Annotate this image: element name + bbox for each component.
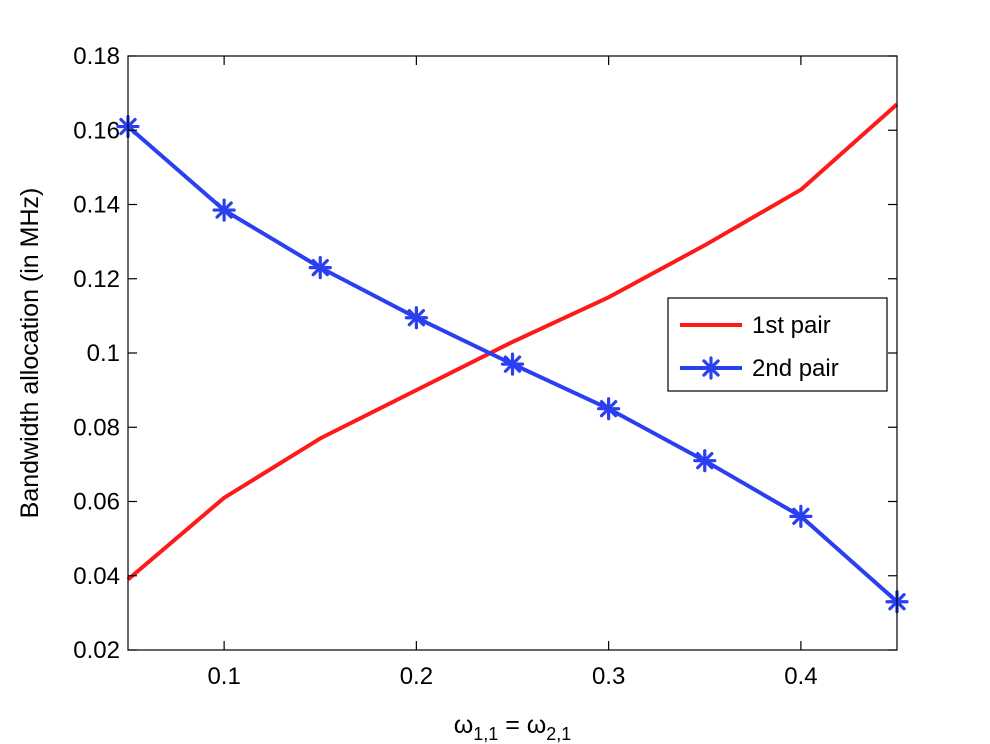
y-tick-label: 0.04 [73, 563, 120, 590]
y-tick-label: 0.06 [73, 489, 120, 516]
series-point [789, 504, 813, 528]
y-tick-label: 0.08 [73, 414, 120, 441]
series-point [308, 256, 332, 280]
series-point [597, 397, 621, 421]
x-tick-label: 0.3 [592, 663, 625, 690]
series-point [404, 306, 428, 330]
series-line-1 [126, 102, 899, 582]
legend-label-2: 2nd pair [752, 355, 839, 382]
x-tick-label: 0.1 [207, 663, 240, 690]
legend: 1st pair 2nd pair [667, 297, 888, 392]
series-point [699, 356, 723, 380]
series-point [500, 352, 525, 376]
ticks-layer: 0.1 0.2 0.3 0.4 0.02 0.04 0.06 0.08 0.1 0.12 0.14 0… [73, 43, 897, 690]
x-label-equals: = [498, 711, 527, 739]
series-point [212, 198, 236, 222]
x-label-sub-a: 1,1 [473, 724, 498, 744]
y-axis-label: Bandwidth allocation (in MHz) [16, 188, 44, 519]
x-tick-label: 0.4 [784, 663, 817, 690]
x-label-symbol-b: ω [527, 711, 547, 739]
x-tick-label: 0.2 [400, 663, 433, 690]
y-tick-label: 0.1 [87, 340, 120, 367]
y-tick-label: 0.14 [73, 192, 120, 219]
x-label-sub-b: 2,1 [546, 724, 571, 744]
x-label-symbol-a: ω [454, 711, 474, 739]
y-tick-label: 0.12 [73, 266, 120, 293]
y-tick-label: 0.18 [73, 43, 120, 70]
y-tick-label: 0.16 [73, 117, 120, 144]
series-point [693, 449, 717, 473]
y-tick-label: 0.02 [73, 637, 120, 664]
legend-label-1: 1st pair [752, 312, 831, 339]
x-axis-label: ω1,1 = ω2,1 [454, 711, 572, 744]
